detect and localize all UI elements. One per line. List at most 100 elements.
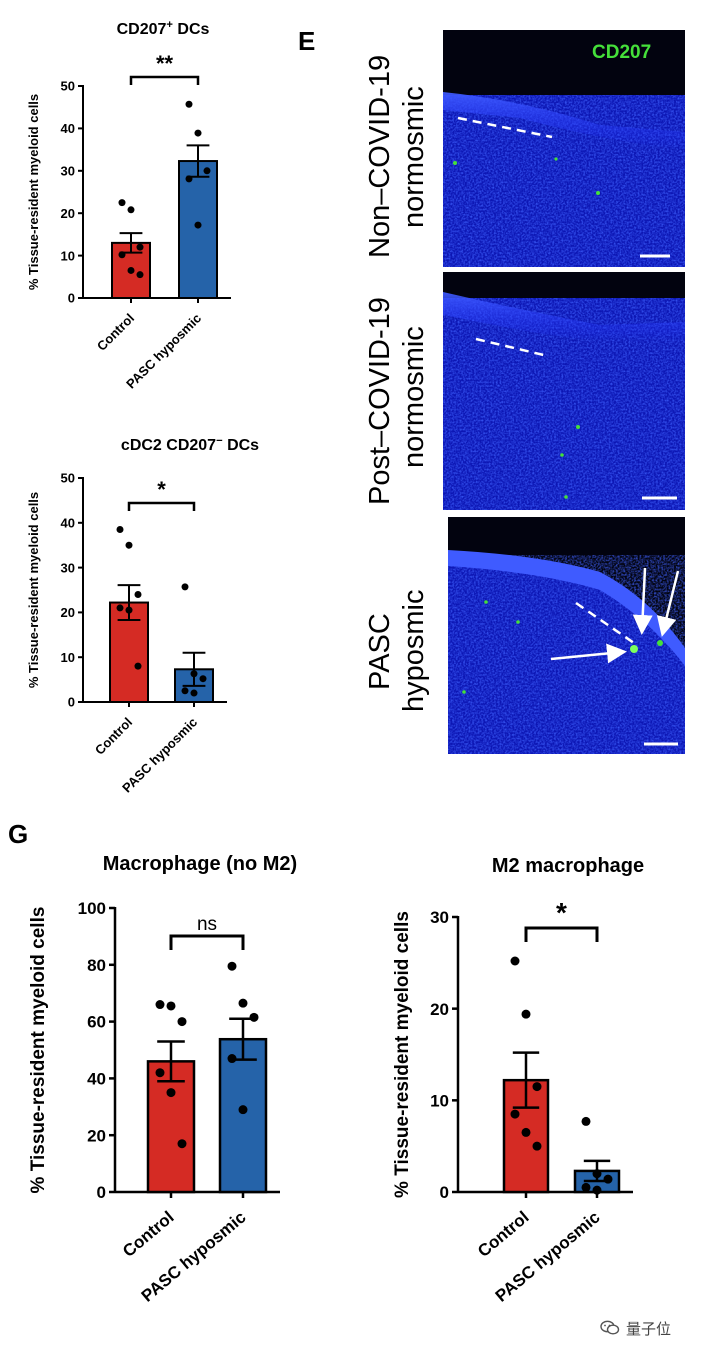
y-tick-label: 80 <box>87 956 106 975</box>
data-point <box>190 670 198 678</box>
y-tick-label: 50 <box>61 471 75 486</box>
category-label: Control <box>92 715 135 758</box>
data-point <box>238 998 248 1008</box>
panel-label-e: E <box>298 26 315 56</box>
significance-label: ** <box>156 51 174 76</box>
data-point <box>592 1169 602 1179</box>
significance-bracket <box>129 75 200 85</box>
significance-label: * <box>157 477 166 502</box>
chart-title-main: CD207 <box>117 21 167 38</box>
data-point <box>227 1054 237 1064</box>
significance-bracket <box>169 934 245 950</box>
micro-label-post-covid-line2: normosmic <box>398 326 430 468</box>
data-point <box>118 199 126 207</box>
y-tick-label: 0 <box>97 1183 106 1202</box>
data-point <box>185 100 193 108</box>
y-tick-label: 100 <box>78 899 106 918</box>
micrograph-pasc-hyposmic <box>448 517 685 754</box>
chart-title: M2 macrophage <box>492 855 644 877</box>
data-point <box>521 1009 531 1019</box>
y-tick-label: 30 <box>61 163 75 178</box>
chart-macrophage-no-m2: Macrophage (no M2) % Tissue-resident myel… <box>28 853 297 1306</box>
data-point <box>166 1001 176 1011</box>
data-point <box>125 606 133 614</box>
wechat-bubble-icon <box>600 1320 620 1335</box>
data-point <box>134 590 142 598</box>
category-label: Control <box>474 1208 533 1261</box>
y-axis-label: % Tissue-resident myeloid cells <box>28 907 49 1194</box>
data-point <box>603 1174 613 1184</box>
micrograph-non-covid: CD207 <box>443 30 685 267</box>
chart-title: cDC2 CD207− DCs <box>121 435 259 454</box>
data-point <box>238 1105 248 1115</box>
stain-label-cd207: CD207 <box>592 42 651 63</box>
data-point <box>181 687 189 695</box>
y-tick-label: 10 <box>61 650 75 665</box>
y-tick-label: 40 <box>61 515 75 530</box>
data-point <box>581 1116 591 1126</box>
significance-bracket <box>524 926 599 942</box>
y-tick-label: 10 <box>430 1091 449 1110</box>
y-tick-label: 40 <box>87 1070 106 1089</box>
chart-title-rest: DCs <box>173 21 210 38</box>
y-tick-label: 50 <box>61 79 75 94</box>
significance-label: * <box>556 897 567 928</box>
chart-title-superscript: + <box>166 19 173 31</box>
data-point <box>227 961 237 971</box>
chart-title-main: M2 macrophage <box>492 855 644 877</box>
data-point <box>177 1017 187 1027</box>
micro-label-non-covid-line1: Non–COVID-19 <box>364 55 396 258</box>
data-point <box>199 675 207 683</box>
bar-pasc-hyposmic <box>178 160 218 299</box>
y-tick-label: 20 <box>87 1126 106 1145</box>
y-axis-label: % Tissue-resident myeloid cells <box>392 911 413 1198</box>
data-point <box>194 221 202 229</box>
significance-label: ns <box>197 914 217 935</box>
data-point <box>532 1082 542 1092</box>
data-point <box>118 251 126 259</box>
data-point <box>510 956 520 966</box>
y-tick-label: 30 <box>430 908 449 927</box>
data-point <box>510 1109 520 1119</box>
micro-label-post-covid-line1: Post–COVID-19 <box>364 297 396 505</box>
category-label: Control <box>119 1208 178 1261</box>
data-point <box>155 1000 165 1010</box>
data-point <box>521 1127 531 1137</box>
y-tick-label: 20 <box>430 1000 449 1019</box>
micro-label-pasc-line2: hyposmic <box>398 590 430 713</box>
data-point <box>194 129 202 137</box>
chart-title: CD207+ DCs <box>117 19 210 38</box>
data-point <box>127 266 135 274</box>
chart-cd207-dcs: CD207+ DCs % Tissue-resident myeloid cell… <box>26 19 231 391</box>
panel-label-g: G <box>8 819 28 849</box>
data-point <box>116 526 124 534</box>
micrograph-post-covid <box>443 272 685 510</box>
y-tick-label: 40 <box>61 121 75 136</box>
data-point <box>134 662 142 670</box>
micro-label-non-covid-line2: normosmic <box>398 86 430 228</box>
data-point <box>581 1182 591 1192</box>
y-tick-label: 0 <box>68 291 75 306</box>
data-point <box>125 541 133 549</box>
data-point <box>592 1185 602 1195</box>
data-point <box>532 1141 542 1151</box>
data-point <box>127 206 135 214</box>
data-point <box>190 689 198 697</box>
data-point <box>166 1088 176 1098</box>
significance-bracket <box>127 501 196 511</box>
y-tick-label: 30 <box>61 560 75 575</box>
chart-m2-macrophage: M2 macrophage % Tissue-resident myeloid c… <box>392 855 644 1306</box>
data-point <box>136 243 144 251</box>
data-point <box>136 271 144 279</box>
y-axis-label: % Tissue-resident myeloid cells <box>26 94 41 290</box>
y-axis-label: % Tissue-resident myeloid cells <box>26 492 41 688</box>
y-tick-label: 0 <box>68 695 75 710</box>
data-point <box>203 167 211 175</box>
data-point <box>181 583 189 591</box>
data-point <box>249 1012 259 1022</box>
y-tick-label: 20 <box>61 605 75 620</box>
chart-cdc2-dcs: cDC2 CD207− DCs % Tissue-resident myeloid… <box>26 435 259 795</box>
chart-title-main: cDC2 CD207 <box>121 437 216 454</box>
y-tick-label: 20 <box>61 206 75 221</box>
